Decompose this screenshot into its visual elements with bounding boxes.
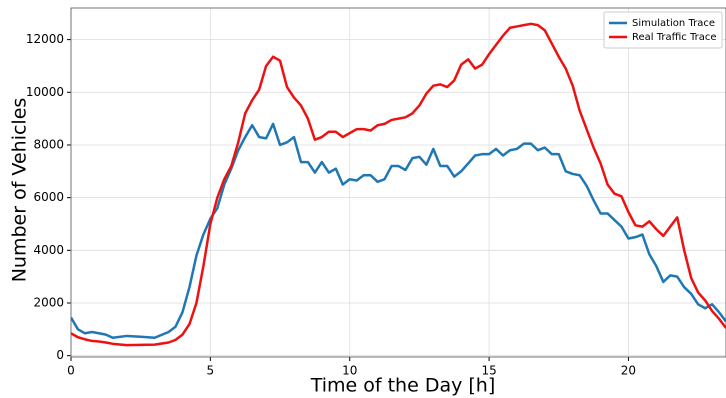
x-tick-label: 20 [621,364,636,378]
y-tick-label: 2000 [33,296,64,310]
y-tick-label: 8000 [33,137,64,151]
y-tick-label: 4000 [33,243,64,257]
x-axis-label: Time of the Day [h] [310,375,496,397]
y-tick-label: 6000 [33,190,64,204]
x-tick-label: 5 [207,364,215,378]
y-axis-label: Number of Vehicles [9,98,31,283]
y-tick-label: 0 [56,348,64,362]
legend-label: Simulation Trace [632,18,715,29]
plot-frame [70,7,726,358]
legend-box [603,11,723,49]
legend-label: Real Traffic Trace [632,32,717,43]
y-tick-label: 12000 [26,32,64,46]
series-line [71,22,726,347]
y-tick-label: 10000 [26,85,64,99]
x-tick-label: 15 [481,364,496,378]
x-tick-label: 10 [342,364,357,378]
series-line [71,122,726,340]
x-tick-label: 0 [67,364,75,378]
legend: Simulation Trace Real Traffic Trace [603,11,723,49]
